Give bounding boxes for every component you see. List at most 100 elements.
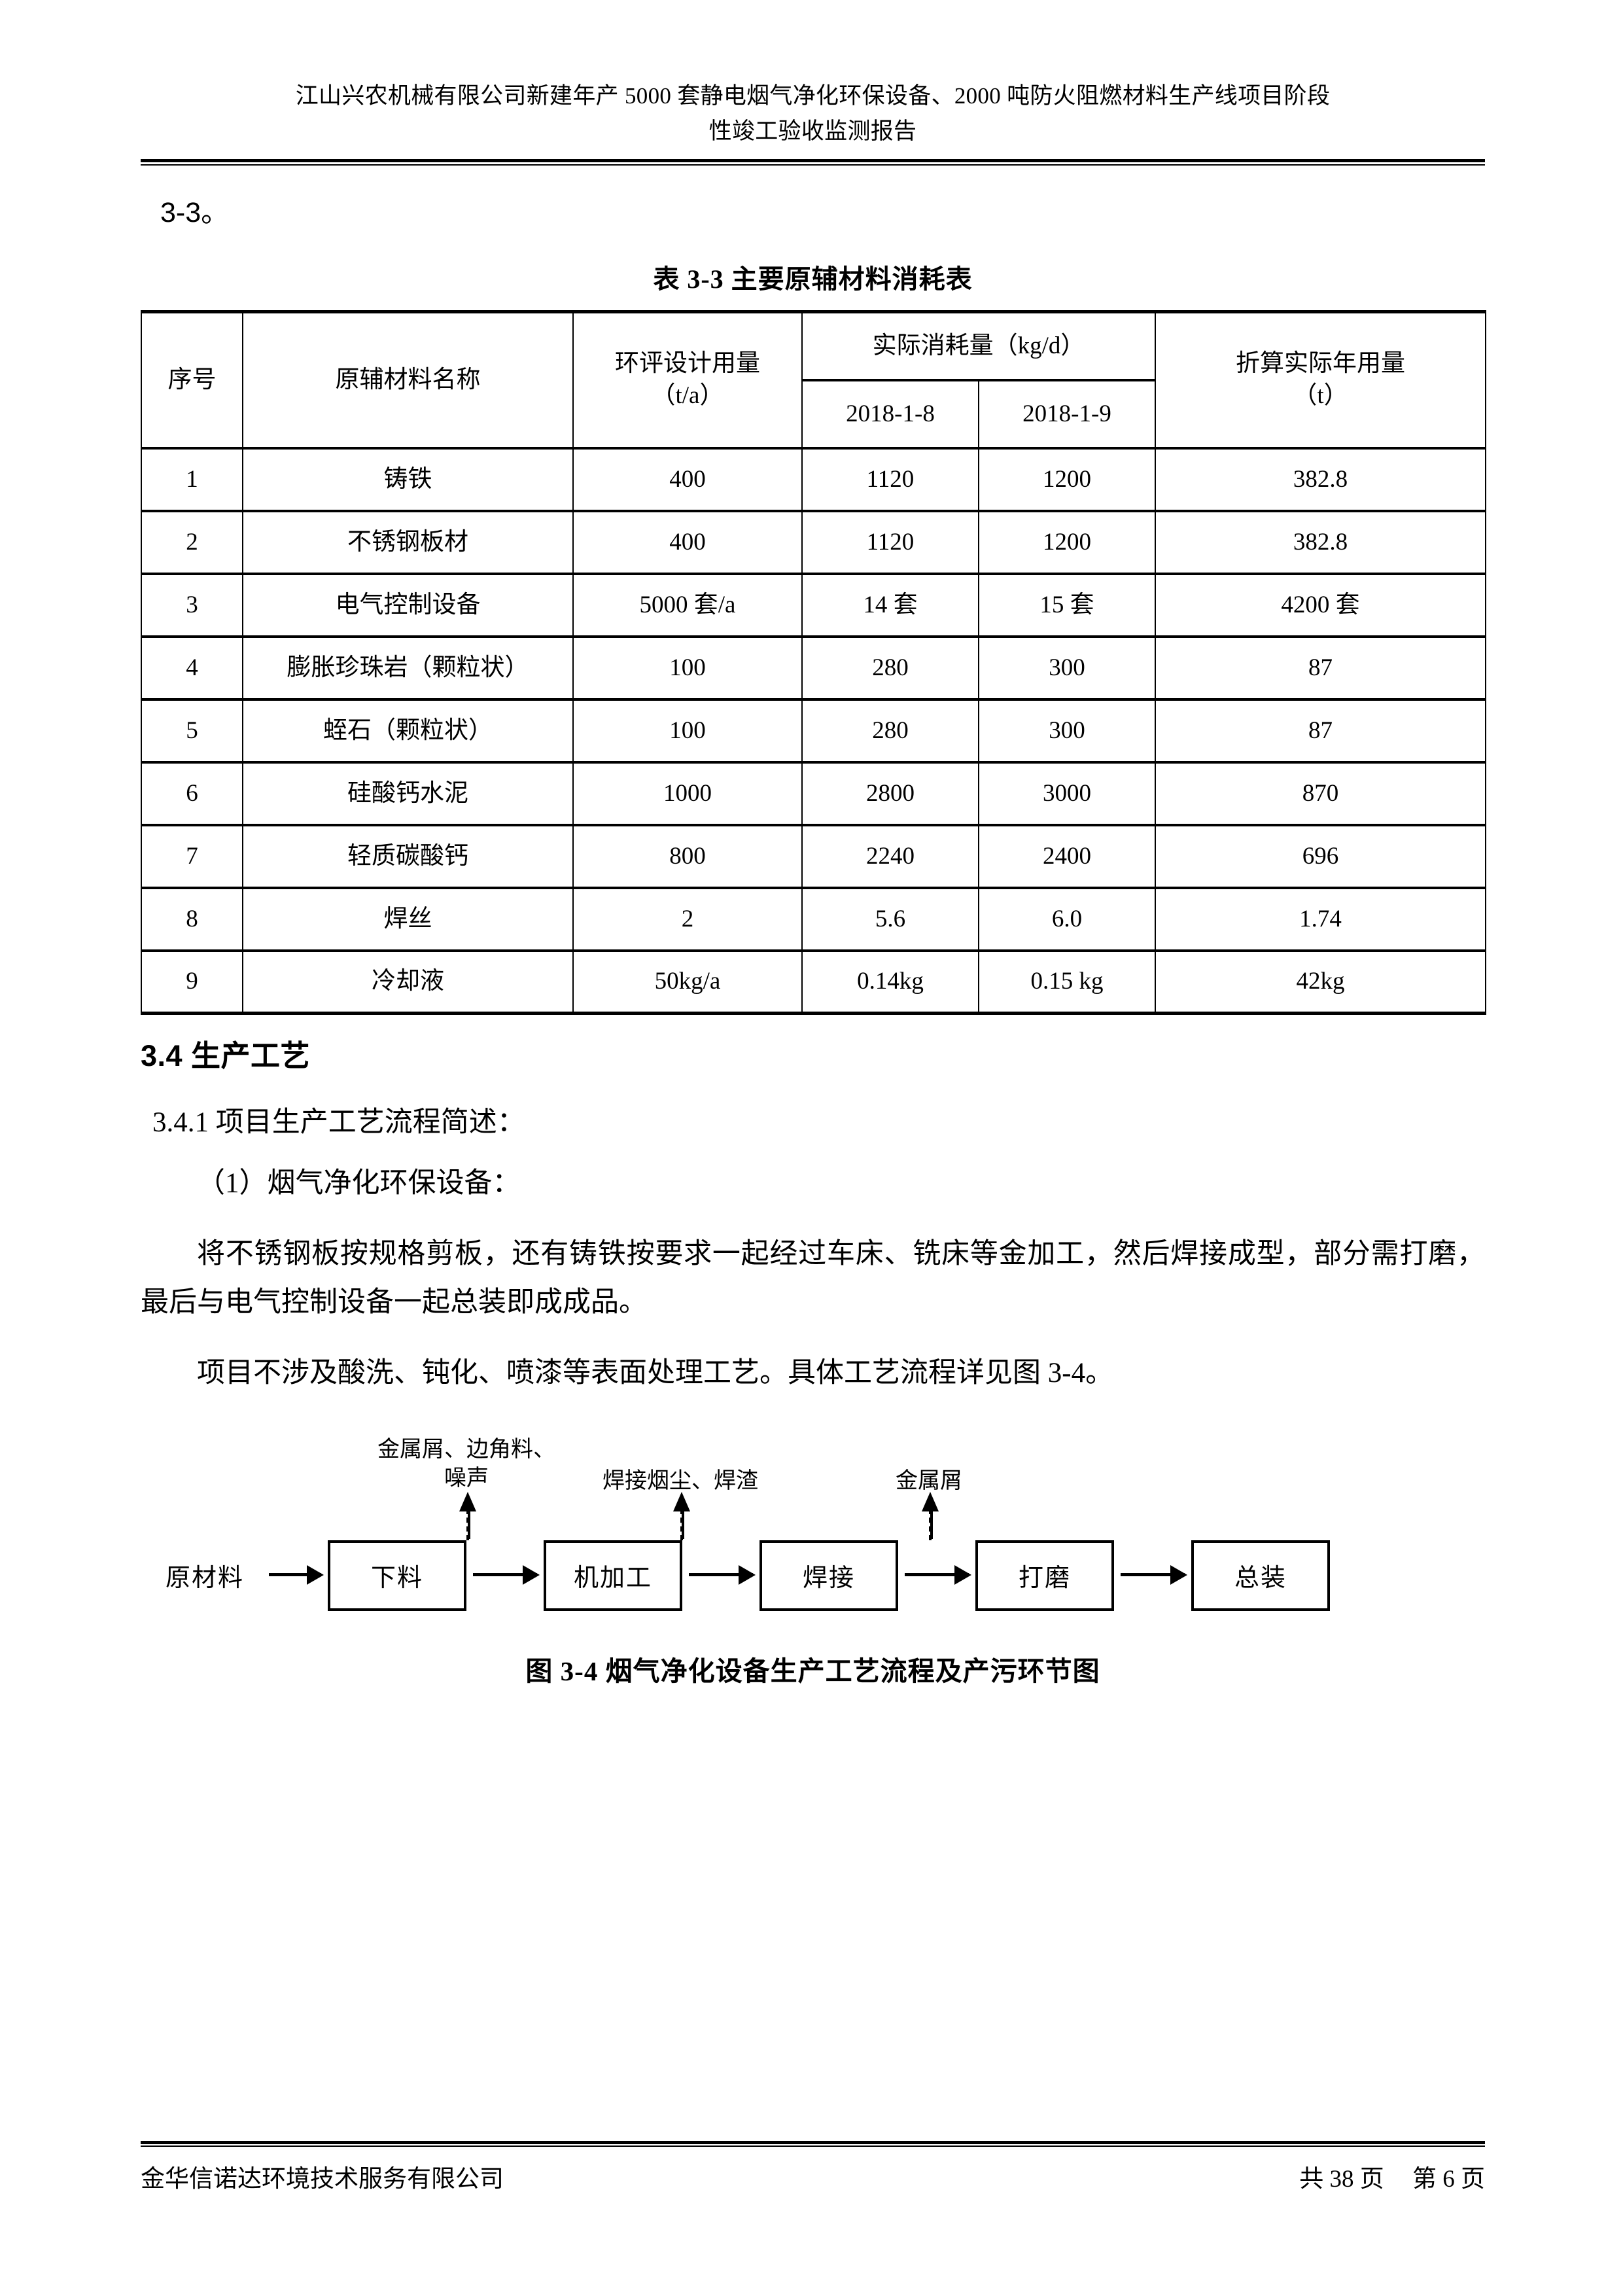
cell-actual-d2: 0.15 kg bbox=[978, 949, 1156, 1016]
cell-annual-amount: 87 bbox=[1155, 698, 1486, 763]
subsection-heading-3-4-1: 3.4.1 项目生产工艺流程简述： bbox=[152, 1107, 525, 1139]
cell-annual-amount: 382.8 bbox=[1155, 446, 1486, 512]
th-material-name: 原辅材料名称 bbox=[242, 309, 574, 449]
flow-step-assembly: 总装 bbox=[1191, 1540, 1330, 1611]
emission-label-welding: 焊接烟尘、焊渣 bbox=[572, 1467, 788, 1496]
table-header-row-top: 序号 原辅材料名称 环评设计用量 （t/a） 实际消耗量（kg/d） 折算实际年… bbox=[141, 309, 1486, 449]
footer-divider bbox=[141, 2141, 1485, 2147]
cell-material-name: 蛭石（颗粒状） bbox=[242, 698, 574, 763]
table-row: 2 不锈钢板材 400 1120 1200 382.8 bbox=[141, 509, 1486, 574]
cell-actual-d1: 280 bbox=[801, 635, 979, 700]
lead-fragment: 3-3。 bbox=[160, 197, 230, 228]
cell-actual-d1: 5.6 bbox=[801, 886, 979, 951]
cell-index: 9 bbox=[141, 949, 243, 1016]
cell-annual-amount: 1.74 bbox=[1155, 886, 1486, 951]
cell-design-amount: 100 bbox=[572, 698, 803, 763]
cell-annual-amount: 4200 套 bbox=[1155, 572, 1486, 637]
flow-step-machining: 机加工 bbox=[544, 1540, 682, 1611]
th-design-amount-label: 环评设计用量 bbox=[615, 349, 760, 377]
table-row: 3 电气控制设备 5000 套/a 14 套 15 套 4200 套 bbox=[141, 572, 1486, 637]
header-title-line-1: 江山兴农机械有限公司新建年产 5000 套静电烟气净化环保设备、2000 吨防火… bbox=[295, 83, 1331, 109]
th-date-2018-1-9: 2018-1-9 bbox=[978, 378, 1156, 450]
emission-label-machining: 金属屑、边角料、 噪声 bbox=[362, 1436, 571, 1493]
cell-actual-d2: 300 bbox=[978, 698, 1156, 763]
table-caption: 表 3-3 主要原辅材料消耗表 bbox=[653, 264, 973, 294]
page-header: 江山兴农机械有限公司新建年产 5000 套静电烟气净化环保设备、2000 吨防火… bbox=[141, 79, 1485, 166]
cell-index: 6 bbox=[141, 760, 243, 826]
cell-design-amount: 100 bbox=[572, 635, 803, 700]
footer-pagination: 共 38 页 第 6 页 bbox=[1277, 2159, 1485, 2194]
cell-design-amount: 400 bbox=[572, 446, 803, 512]
emission-arrow-machining-icon bbox=[459, 1491, 476, 1540]
th-date-2018-1-8: 2018-1-8 bbox=[801, 378, 979, 450]
cell-design-amount: 400 bbox=[572, 509, 803, 574]
footer-company-name: 金华信诺达环境技术服务有限公司 bbox=[141, 2166, 504, 2193]
emission-label-machining-line2: 噪声 bbox=[444, 1466, 489, 1491]
header-divider bbox=[141, 158, 1485, 166]
cell-annual-amount: 382.8 bbox=[1155, 509, 1486, 574]
flow-step-blanking: 下料 bbox=[328, 1540, 466, 1611]
table-row: 6 硅酸钙水泥 1000 2800 3000 870 bbox=[141, 760, 1486, 826]
cell-index: 7 bbox=[141, 823, 243, 889]
th-index: 序号 bbox=[141, 309, 243, 449]
cell-design-amount: 1000 bbox=[572, 760, 803, 826]
emission-arrow-welding-icon bbox=[673, 1491, 690, 1540]
flow-input-raw-material: 原材料 bbox=[165, 1564, 244, 1593]
emission-label-grinding-line1: 金属屑 bbox=[896, 1468, 962, 1493]
emission-arrow-grinding-icon bbox=[922, 1491, 939, 1540]
emission-label-grinding: 金属屑 bbox=[857, 1467, 1001, 1496]
table-head: 序号 原辅材料名称 环评设计用量 （t/a） 实际消耗量（kg/d） 折算实际年… bbox=[141, 309, 1486, 450]
flow-arrow-5-icon bbox=[1121, 1564, 1187, 1585]
header-title-line-2: 性竣工验收监测报告 bbox=[708, 118, 917, 145]
cell-index: 5 bbox=[141, 698, 243, 763]
cell-actual-d2: 15 套 bbox=[978, 572, 1156, 637]
cell-material-name: 硅酸钙水泥 bbox=[242, 760, 574, 826]
emission-label-machining-line1: 金属屑、边角料、 bbox=[377, 1437, 555, 1462]
flow-step-grinding: 打磨 bbox=[975, 1540, 1114, 1611]
th-design-amount-unit: （t/a） bbox=[651, 381, 724, 409]
flow-arrow-3-icon bbox=[689, 1564, 756, 1585]
table-header-row-sub: 2018-1-8 2018-1-9 bbox=[141, 378, 1486, 450]
cell-material-name: 焊丝 bbox=[242, 886, 574, 951]
flow-arrow-4-icon bbox=[905, 1564, 971, 1585]
cell-actual-d1: 2240 bbox=[801, 823, 979, 889]
flow-step-welding: 焊接 bbox=[759, 1540, 898, 1611]
paragraph-no-surface-treatment: 项目不涉及酸洗、钝化、喷漆等表面处理工艺。具体工艺流程详见图 3-4。 bbox=[197, 1357, 1114, 1388]
paragraph-process-description: 将不锈钢板按规格剪板，还有铸铁按要求一起经过车床、铣床等金加工，然后焊接成型，部… bbox=[141, 1239, 1485, 1318]
cell-actual-d1: 0.14kg bbox=[801, 949, 979, 1016]
cell-actual-d1: 2800 bbox=[801, 760, 979, 826]
table-row: 4 膨胀珍珠岩（颗粒状） 100 280 300 87 bbox=[141, 635, 1486, 700]
emission-label-welding-line1: 焊接烟尘、焊渣 bbox=[602, 1468, 758, 1493]
cell-annual-amount: 870 bbox=[1155, 760, 1486, 826]
page-content: 3-3。 表 3-3 主要原辅材料消耗表 序号 原辅材料名称 环评设计用量 （t… bbox=[141, 196, 1486, 1688]
footer-current-page: 第 6 页 bbox=[1412, 2166, 1485, 2193]
th-actual-consumption-group: 实际消耗量（kg/d） bbox=[801, 309, 1156, 381]
section-heading-3-4: 3.4 生产工艺 bbox=[141, 1039, 311, 1073]
cell-index: 8 bbox=[141, 886, 243, 951]
process-flow-row: 原材料 下料 机加工 焊接 打磨 总装 bbox=[141, 1540, 1485, 1612]
cell-design-amount: 2 bbox=[572, 886, 803, 951]
table-row: 8 焊丝 2 5.6 6.0 1.74 bbox=[141, 886, 1486, 951]
cell-actual-d2: 1200 bbox=[978, 509, 1156, 574]
cell-actual-d1: 14 套 bbox=[801, 572, 979, 637]
cell-design-amount: 5000 套/a bbox=[572, 572, 803, 637]
table-row: 1 铸铁 400 1120 1200 382.8 bbox=[141, 446, 1486, 512]
th-annual-amount-unit: （t） bbox=[1293, 381, 1348, 409]
cell-material-name: 轻质碳酸钙 bbox=[242, 823, 574, 889]
table-row: 9 冷却液 50kg/a 0.14kg 0.15 kg 42kg bbox=[141, 949, 1486, 1016]
table-row: 5 蛭石（颗粒状） 100 280 300 87 bbox=[141, 698, 1486, 763]
cell-annual-amount: 87 bbox=[1155, 635, 1486, 700]
cell-design-amount: 800 bbox=[572, 823, 803, 889]
table-body: 1 铸铁 400 1120 1200 382.8 2 不锈钢板材 400 112… bbox=[141, 446, 1486, 1016]
table-row: 7 轻质碳酸钙 800 2240 2400 696 bbox=[141, 823, 1486, 889]
cell-actual-d2: 3000 bbox=[978, 760, 1156, 826]
cell-actual-d2: 1200 bbox=[978, 446, 1156, 512]
cell-index: 3 bbox=[141, 572, 243, 637]
materials-table: 序号 原辅材料名称 环评设计用量 （t/a） 实际消耗量（kg/d） 折算实际年… bbox=[141, 309, 1486, 1016]
cell-material-name: 膨胀珍珠岩（颗粒状） bbox=[242, 635, 574, 700]
cell-actual-d2: 2400 bbox=[978, 823, 1156, 889]
footer-total-pages: 共 38 页 bbox=[1299, 2166, 1384, 2193]
cell-index: 2 bbox=[141, 509, 243, 574]
cell-material-name: 不锈钢板材 bbox=[242, 509, 574, 574]
th-annual-amount-label: 折算实际年用量 bbox=[1236, 349, 1405, 377]
